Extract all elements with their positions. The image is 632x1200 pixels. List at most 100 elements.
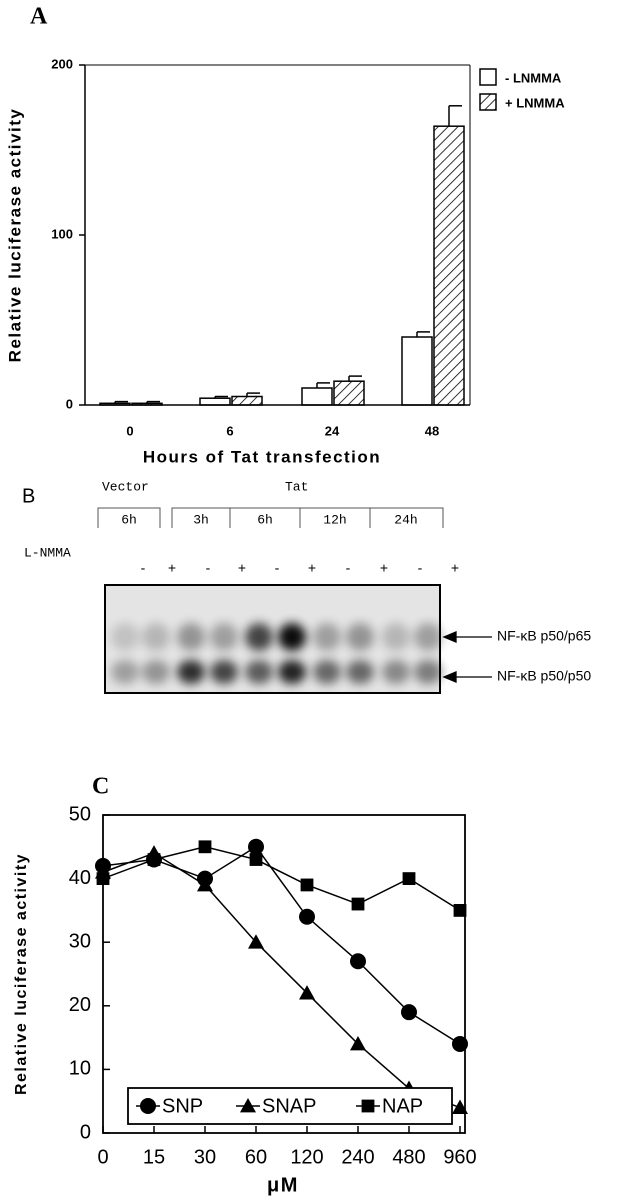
marker (249, 853, 263, 866)
gel-band (382, 623, 410, 651)
legend-label: SNP (162, 1095, 203, 1117)
lane-sign: + (380, 560, 388, 576)
x-tick-label: 24 (325, 423, 340, 438)
x-tick-label: 960 (443, 1146, 476, 1168)
gel-band (346, 660, 374, 684)
bar (301, 387, 333, 406)
panel-label: A (30, 4, 48, 30)
y-tick-label: 0 (80, 1121, 91, 1143)
panel-label: B (22, 485, 35, 507)
y-tick-label: 200 (51, 56, 73, 71)
y-tick-label: 40 (69, 867, 91, 889)
gel-band (245, 660, 273, 684)
legend-box (127, 1087, 453, 1125)
bar (401, 336, 433, 406)
x-tick-label: 0 (126, 423, 133, 438)
gel-image (104, 584, 442, 694)
time-label: 24h (394, 512, 417, 527)
marker (147, 853, 161, 866)
marker (350, 953, 366, 970)
panel-label: C (92, 774, 109, 800)
marker (453, 904, 467, 917)
y-axis-label: Relative luciferase activity (13, 853, 30, 1095)
legend-swatch (479, 68, 497, 86)
bar (433, 125, 465, 406)
gel-band (245, 623, 273, 651)
gel-band (278, 623, 306, 651)
x-tick-label: 240 (341, 1146, 374, 1168)
band-label: NF-κB p50/p50 (497, 668, 591, 684)
gel-band (414, 660, 442, 684)
group-label: Vector (102, 479, 149, 494)
lane-sign: - (346, 560, 351, 576)
legend-label: + LNMMA (505, 95, 565, 110)
x-tick-label: 48 (425, 423, 439, 438)
marker (96, 872, 110, 885)
lane-sign: + (451, 560, 459, 576)
series-line (102, 852, 461, 1109)
y-tick-label: 0 (66, 396, 73, 411)
gel-band (346, 623, 374, 651)
gel-band (210, 660, 238, 684)
plot-frame (102, 814, 466, 1134)
y-tick-label: 100 (51, 226, 73, 241)
treatment-label: L-NMMA (24, 545, 71, 560)
time-label: 6h (121, 512, 137, 527)
y-axis-label: Relative luciferase activity (5, 108, 24, 363)
lane-sign: + (168, 560, 176, 576)
marker (248, 934, 264, 949)
marker (402, 872, 416, 885)
y-tick-label: 50 (69, 803, 91, 825)
gel-band (177, 623, 205, 651)
legend-swatch (479, 93, 497, 111)
gel-band (177, 660, 205, 684)
series-line (102, 846, 461, 912)
lane-sign: + (238, 560, 246, 576)
y-tick-label: 20 (69, 994, 91, 1016)
legend-label: - LNMMA (505, 70, 562, 85)
time-label: 6h (257, 512, 273, 527)
x-axis-label: Hours of Tat transfection (143, 447, 381, 466)
y-tick-label: 10 (69, 1058, 91, 1080)
lane-sign: - (275, 560, 280, 576)
x-tick-label: 120 (290, 1146, 323, 1168)
marker (361, 1099, 375, 1113)
band-arrows (442, 631, 492, 683)
lane-sign: - (141, 560, 146, 576)
lane-sign: - (206, 560, 211, 576)
bar (333, 380, 365, 406)
lane-sign: - (418, 560, 423, 576)
legend-label: SNAP (262, 1095, 316, 1117)
marker (140, 1098, 156, 1114)
marker (240, 1098, 256, 1113)
gel-band (142, 623, 170, 651)
x-tick-label: 60 (245, 1146, 267, 1168)
marker (350, 1035, 366, 1051)
gel-band (142, 660, 170, 684)
lane-brackets (97, 507, 444, 528)
band-label: NF-κB p50/p65 (497, 628, 591, 644)
x-tick-label: 480 (392, 1146, 425, 1168)
x-tick-label: 15 (143, 1146, 165, 1168)
time-label: 3h (193, 512, 209, 527)
lane-sign: + (308, 560, 316, 576)
gel-band (414, 623, 442, 651)
x-tick-label: 30 (194, 1146, 216, 1168)
gel-band (111, 623, 139, 651)
gel-band (313, 660, 341, 684)
marker (248, 838, 264, 855)
marker (452, 1099, 468, 1114)
marker (401, 1004, 417, 1021)
gel-band (382, 660, 410, 684)
bar (199, 397, 231, 406)
marker (299, 985, 315, 1000)
gel-band (278, 660, 306, 684)
marker (300, 878, 314, 892)
marker (452, 1035, 468, 1052)
marker (197, 876, 213, 892)
gel-band (210, 623, 238, 651)
time-label: 12h (323, 512, 346, 527)
x-axis-label: μM (267, 1174, 299, 1196)
gel-band (111, 660, 139, 684)
